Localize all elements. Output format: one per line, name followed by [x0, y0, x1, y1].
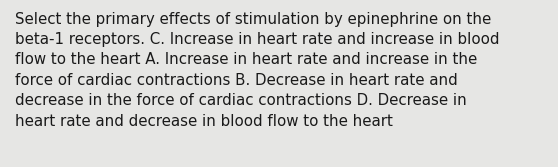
- Text: Select the primary effects of stimulation by epinephrine on the
beta-1 receptors: Select the primary effects of stimulatio…: [15, 12, 499, 129]
